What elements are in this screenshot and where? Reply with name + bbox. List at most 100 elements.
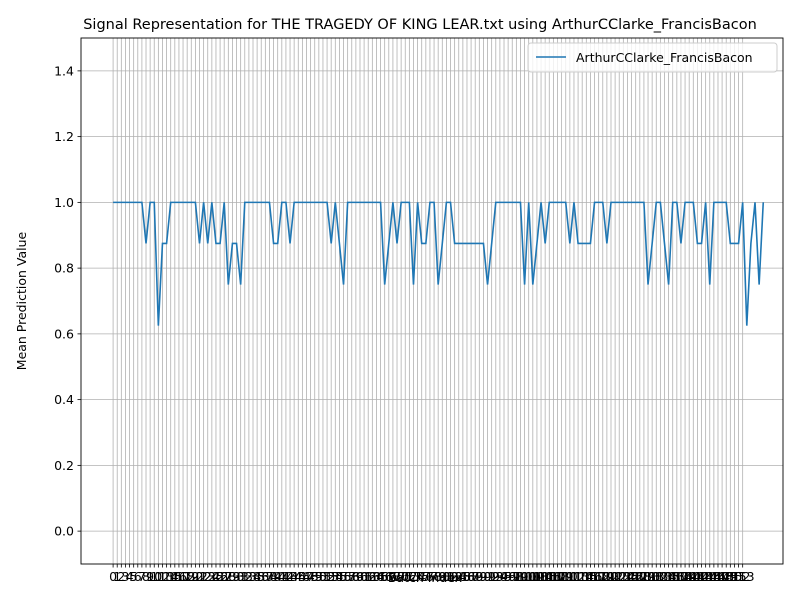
x-tick-label: 99 [513, 569, 529, 584]
x-tick-label: 31 [233, 569, 249, 584]
x-tick-label: 108 [546, 569, 570, 584]
x-tick-label: 132 [644, 569, 668, 584]
x-tick-label: 53 [323, 569, 339, 584]
x-tick-label: 60 [352, 569, 368, 584]
x-tick-label: 125 [616, 569, 640, 584]
x-tick-label: 69 [389, 569, 405, 584]
x-tick-label: 89 [471, 569, 487, 584]
x-tick-label: 92 [484, 569, 500, 584]
x-tick-label: 88 [467, 569, 483, 584]
x-tick-label: 58 [344, 569, 360, 584]
x-tick-label: 2 [117, 569, 125, 584]
x-tick-label: 19 [183, 569, 199, 584]
plot-area-frame [80, 37, 784, 565]
x-tick-label: 147 [706, 569, 730, 584]
y-tick-label: 0.4 [54, 392, 74, 407]
y-tick-label: 0.6 [54, 326, 74, 341]
x-tick-label: 151 [723, 569, 747, 584]
x-tick-label: 153 [731, 569, 755, 584]
x-tick-label: 110 [554, 569, 578, 584]
x-tick-label: 124 [611, 569, 635, 584]
x-tick-label: 34 [245, 569, 261, 584]
x-tick-label: 66 [377, 569, 393, 584]
x-tick-label: 141 [681, 569, 705, 584]
y-axis-label: Mean Prediction Value [14, 231, 29, 370]
x-tick-label: 38 [262, 569, 278, 584]
x-tick-label: 130 [636, 569, 660, 584]
x-tick-label: 14 [163, 569, 179, 584]
x-tick-label: 61 [356, 569, 372, 584]
x-tick-label: 72 [401, 569, 417, 584]
x-tick-label: 145 [698, 569, 722, 584]
x-tick-label: 50 [311, 569, 327, 584]
x-tick-label: 44 [286, 569, 302, 584]
x-tick-label: 75 [414, 569, 430, 584]
x-tick-label: 7 [138, 569, 146, 584]
y-axis-ticks: 0.0 0.2 0.4 0.6 0.8 1.0 1.2 1.4 [54, 63, 81, 539]
x-tick-label: 45 [290, 569, 306, 584]
x-tick-label: 29 [224, 569, 240, 584]
x-tick-label: 149 [714, 569, 738, 584]
x-tick-label: 119 [591, 569, 615, 584]
x-tick-label: 18 [179, 569, 195, 584]
x-tick-label: 11 [150, 569, 166, 584]
x-tick-label: 48 [303, 569, 319, 584]
x-tick-label: 0 [109, 569, 117, 584]
x-tick-label: 78 [426, 569, 442, 584]
series-line [113, 201, 765, 326]
x-tick-label: 109 [550, 569, 574, 584]
y-tick-label: 0.0 [54, 524, 74, 539]
x-tick-label: 140 [677, 569, 701, 584]
x-tick-label: 1 [113, 569, 121, 584]
x-gridlines [112, 38, 744, 564]
x-tick-label: 133 [648, 569, 672, 584]
x-tick-label: 126 [620, 569, 644, 584]
x-tick-label: 137 [665, 569, 689, 584]
x-tick-label: 36 [253, 569, 269, 584]
x-tick-label: 37 [257, 569, 273, 584]
x-tick-label: 111 [558, 569, 582, 584]
y-tick-label: 1.2 [54, 129, 74, 144]
x-tick-label: 57 [340, 569, 356, 584]
x-tick-label: 27 [216, 569, 232, 584]
x-tick-label: 73 [406, 569, 422, 584]
x-tick-label: 152 [727, 569, 751, 584]
x-tick-label: 13 [159, 569, 175, 584]
x-tick-label: 76 [418, 569, 434, 584]
x-tick-label: 82 [443, 569, 459, 584]
x-tick-label: 46 [294, 569, 310, 584]
x-tick-label: 85 [455, 569, 471, 584]
x-tick-label: 70 [393, 569, 409, 584]
x-tick-label: 139 [673, 569, 697, 584]
x-tick-label: 8 [142, 569, 150, 584]
x-tick-label: 93 [488, 569, 504, 584]
x-tick-label: 32 [237, 569, 253, 584]
x-tick-label: 143 [690, 569, 714, 584]
x-tick-label: 150 [718, 569, 742, 584]
x-tick-label: 4 [126, 569, 134, 584]
x-tick-label: 112 [562, 569, 586, 584]
x-tick-label: 64 [368, 569, 384, 584]
x-tick-label: 86 [459, 569, 475, 584]
x-tick-label: 41 [274, 569, 290, 584]
chart-title: Signal Representation for THE TRAGEDY OF… [83, 17, 757, 33]
x-tick-label: 59 [348, 569, 364, 584]
x-tick-label: 63 [364, 569, 380, 584]
x-tick-label: 28 [220, 569, 236, 584]
x-tick-label: 123 [607, 569, 631, 584]
legend: ArthurCClarke_FrancisBacon [527, 42, 778, 73]
x-tick-label: 103 [525, 569, 549, 584]
x-tick-label: 113 [566, 569, 590, 584]
x-tick-label: 102 [521, 569, 545, 584]
x-tick-label: 33 [241, 569, 257, 584]
x-tick-label: 81 [438, 569, 454, 584]
x-tick-label: 9 [146, 569, 154, 584]
x-tick-label: 20 [187, 569, 203, 584]
x-tick-label: 15 [167, 569, 183, 584]
x-tick-label: 107 [541, 569, 565, 584]
x-tick-label: 71 [397, 569, 413, 584]
x-tick-label: 43 [282, 569, 298, 584]
x-tick-label: 142 [685, 569, 709, 584]
x-tick-label: 115 [574, 569, 598, 584]
